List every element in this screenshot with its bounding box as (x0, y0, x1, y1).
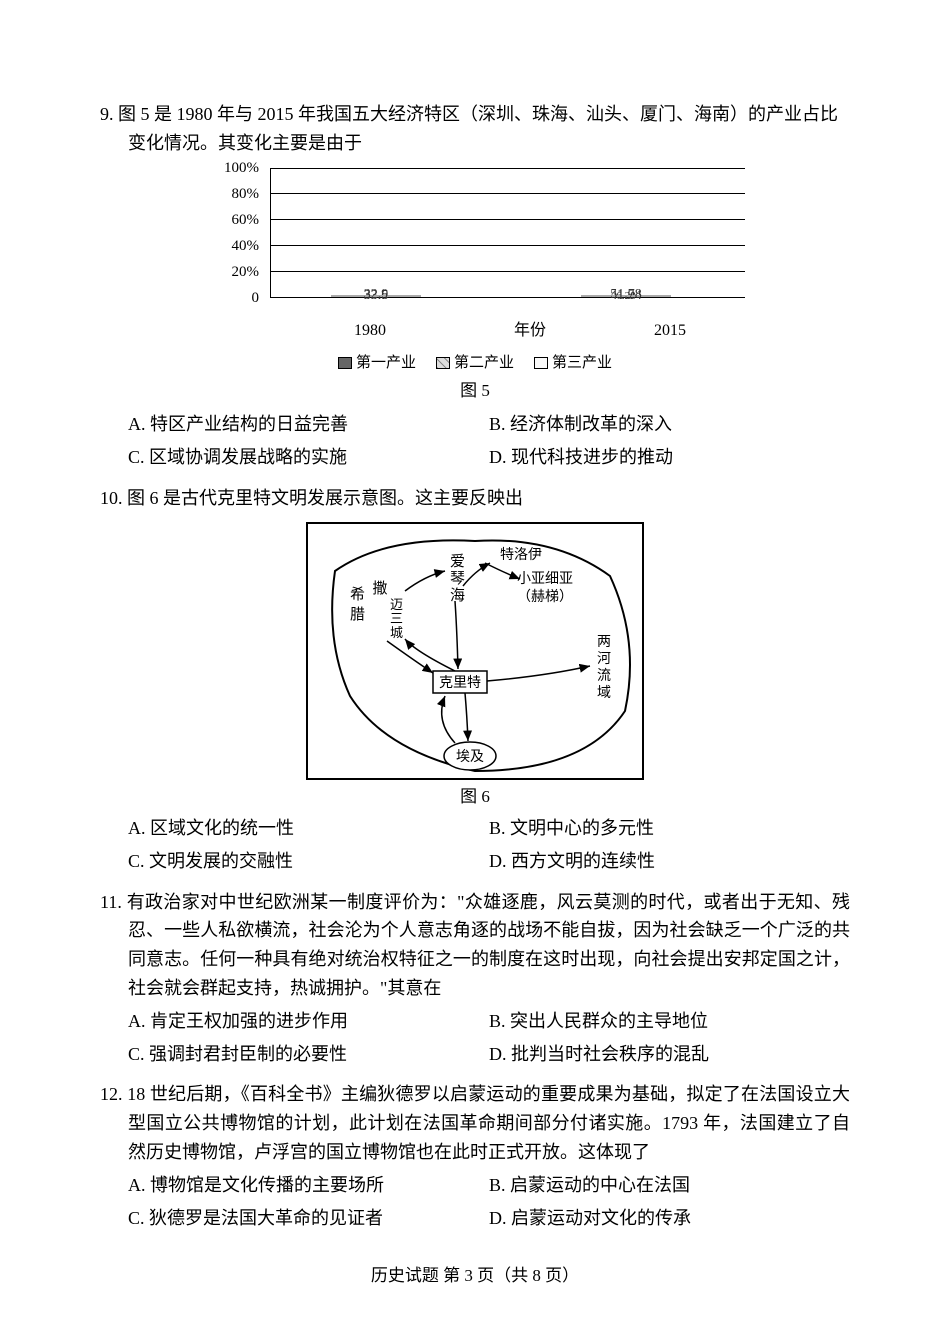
y-tick-4: 80% (232, 182, 260, 206)
q10-stem: 10. 图 6 是古代克里特文明发展示意图。这主要反映出 (100, 484, 850, 513)
y-tick-0: 0 (252, 286, 260, 310)
gridline (271, 168, 745, 169)
node-mycenae-pre: 撒 (372, 580, 387, 597)
legend-label-1: 第一产业 (356, 351, 416, 375)
legend-swatch-icon (338, 357, 352, 369)
q9-text1: 图 5 是 1980 年与 2015 年我国五大经济特区（深圳、珠海、汕头、厦门… (118, 104, 838, 124)
legend-item-3: 第三产业 (534, 351, 612, 375)
question-9: 9. 图 5 是 1980 年与 2015 年我国五大经济特区（深圳、珠海、汕头… (100, 100, 850, 472)
gridline (271, 245, 745, 246)
node-troy: 特洛伊 (500, 547, 542, 563)
chart-legend: 第一产业 第二产业 第三产业 (195, 351, 755, 375)
gridline (271, 193, 745, 194)
q9-options-row1: A. 特区产业结构的日益完善 B. 经济体制改革的深入 (100, 410, 850, 439)
q9-stem-line1: 9. 图 5 是 1980 年与 2015 年我国五大经济特区（深圳、珠海、汕头… (100, 100, 850, 129)
q9-stem-line2: 变化情况。其变化主要是由于 (100, 129, 850, 158)
page-footer: 历史试题 第 3 页（共 8 页） (100, 1262, 850, 1289)
q12-stem: 12. 18 世纪后期，《百科全书》主编狄德罗以启蒙运动的重要成果为基础，拟定了… (100, 1080, 850, 1166)
q11-number: 11. (100, 892, 122, 912)
x-axis-labels: 1980 年份 2015 (195, 318, 755, 344)
q11-stem: 11. 有政治家对中世纪欧洲某一制度评价为："众雄逐鹿，风云莫测的时代，或者出于… (100, 888, 850, 1003)
question-12: 12. 18 世纪后期，《百科全书》主编狄德罗以启蒙运动的重要成果为基础，拟定了… (100, 1080, 850, 1232)
q9-opt-a: A. 特区产业结构的日益完善 (128, 410, 489, 439)
q12-opt-a: A. 博物馆是文化传播的主要场所 (128, 1171, 489, 1200)
figure-6-caption: 图 6 (305, 783, 645, 810)
node-meso3: 流 (597, 668, 611, 684)
legend-swatch-icon (534, 357, 548, 369)
node-meso1: 两 (597, 635, 611, 650)
figure-6-diagram: 克里特 埃及 希 腊 撒 迈 三 城 爱 琴 海 特洛伊 小亚细亚 （赫梯） 两… (305, 521, 645, 810)
q11-options-row2: C. 强调封君封臣制的必要性 D. 批判当时社会秩序的混乱 (100, 1040, 850, 1069)
q11-text: 有政治家对中世纪欧洲某一制度评价为："众雄逐鹿，风云莫测的时代，或者出于无知、残… (127, 892, 850, 998)
node-greece2: 腊 (350, 606, 365, 623)
legend-label-2: 第二产业 (454, 351, 514, 375)
q9-opt-c: C. 区域协调发展战略的实施 (128, 443, 489, 472)
q12-opt-b: B. 启蒙运动的中心在法国 (489, 1171, 850, 1200)
y-tick-1: 20% (232, 260, 260, 284)
legend-swatch-icon (436, 357, 450, 369)
q10-options-row2: C. 文明发展的交融性 D. 西方文明的连续性 (100, 847, 850, 876)
node-egypt: 埃及 (456, 749, 484, 765)
question-11: 11. 有政治家对中世纪欧洲某一制度评价为："众雄逐鹿，风云莫测的时代，或者出于… (100, 888, 850, 1069)
q9-options-row2: C. 区域协调发展战略的实施 D. 现代科技进步的推动 (100, 443, 850, 472)
q10-opt-b: B. 文明中心的多元性 (489, 814, 850, 843)
q12-number: 12. (100, 1084, 123, 1104)
node-aegean2: 琴 (450, 571, 465, 587)
y-tick-3: 60% (232, 208, 260, 232)
x-label-2015: 2015 (590, 318, 750, 344)
node-meso4: 域 (597, 685, 611, 701)
legend-label-3: 第三产业 (552, 351, 612, 375)
node-meso2: 河 (597, 651, 611, 667)
seg-label: 51.78 (610, 284, 642, 306)
node-aegean1: 爱 (450, 553, 465, 570)
q10-opt-c: C. 文明发展的交融性 (128, 847, 489, 876)
legend-item-1: 第一产业 (338, 351, 416, 375)
q10-opt-d: D. 西方文明的连续性 (489, 847, 850, 876)
legend-item-2: 第二产业 (436, 351, 514, 375)
y-axis: 0 20% 40% 60% 80% 100% (195, 168, 265, 298)
y-tick-5: 100% (224, 156, 259, 180)
q9-number: 9. (100, 104, 114, 124)
q11-opt-b: B. 突出人民群众的主导地位 (489, 1007, 850, 1036)
seg-1980-tertiary: 32.9 (331, 295, 421, 297)
gridline (271, 219, 745, 220)
q12-options-row1: A. 博物馆是文化传播的主要场所 B. 启蒙运动的中心在法国 (100, 1171, 850, 1200)
q11-opt-c: C. 强调封君封臣制的必要性 (128, 1040, 489, 1069)
seg-label: 32.9 (364, 284, 389, 306)
plot-region: 33.5 33.6 32.9 6.28 41.94 51.78 (270, 168, 745, 298)
node-mycenae1: 迈 (390, 597, 403, 612)
q10-options-row1: A. 区域文化的统一性 B. 文明中心的多元性 (100, 814, 850, 843)
node-asiaminor1: 小亚细亚 (517, 571, 573, 587)
figure-5-chart: 0 20% 40% 60% 80% 100% 33.5 33.6 32.9 (195, 168, 755, 405)
q11-opt-d: D. 批判当时社会秩序的混乱 (489, 1040, 850, 1069)
q10-text: 图 6 是古代克里特文明发展示意图。这主要反映出 (127, 488, 523, 508)
y-tick-2: 40% (232, 234, 260, 258)
q12-text: 18 世纪后期，《百科全书》主编狄德罗以启蒙运动的重要成果为基础，拟定了在法国设… (127, 1084, 850, 1162)
gridline (271, 271, 745, 272)
q12-options-row2: C. 狄德罗是法国大革命的见证者 D. 启蒙运动对文化的传承 (100, 1204, 850, 1233)
node-crete: 克里特 (439, 675, 481, 691)
figure-5-caption: 图 5 (195, 377, 755, 404)
node-mycenae2: 三 (390, 611, 403, 626)
q12-opt-c: C. 狄德罗是法国大革命的见证者 (128, 1204, 489, 1233)
question-10: 10. 图 6 是古代克里特文明发展示意图。这主要反映出 克里特 埃及 希 腊 … (100, 484, 850, 876)
q9-opt-b: B. 经济体制改革的深入 (489, 410, 850, 439)
q10-number: 10. (100, 488, 123, 508)
q9-opt-d: D. 现代科技进步的推动 (489, 443, 850, 472)
crete-diagram-svg: 克里特 埃及 希 腊 撒 迈 三 城 爱 琴 海 特洛伊 小亚细亚 （赫梯） 两… (305, 521, 645, 781)
seg-2015-tertiary: 51.78 (581, 295, 671, 297)
node-mycenae3: 城 (390, 625, 403, 640)
q12-opt-d: D. 启蒙运动对文化的传承 (489, 1204, 850, 1233)
chart-plot-area: 0 20% 40% 60% 80% 100% 33.5 33.6 32.9 (195, 168, 755, 318)
node-greece: 希 (350, 586, 365, 603)
q10-opt-a: A. 区域文化的统一性 (128, 814, 489, 843)
node-aegean3: 海 (450, 587, 465, 604)
x-label-1980: 1980 (270, 318, 470, 344)
q11-options-row1: A. 肯定王权加强的进步作用 B. 突出人民群众的主导地位 (100, 1007, 850, 1036)
x-axis-title: 年份 (470, 318, 590, 344)
node-asiaminor2: （赫梯） (517, 589, 573, 605)
q11-opt-a: A. 肯定王权加强的进步作用 (128, 1007, 489, 1036)
